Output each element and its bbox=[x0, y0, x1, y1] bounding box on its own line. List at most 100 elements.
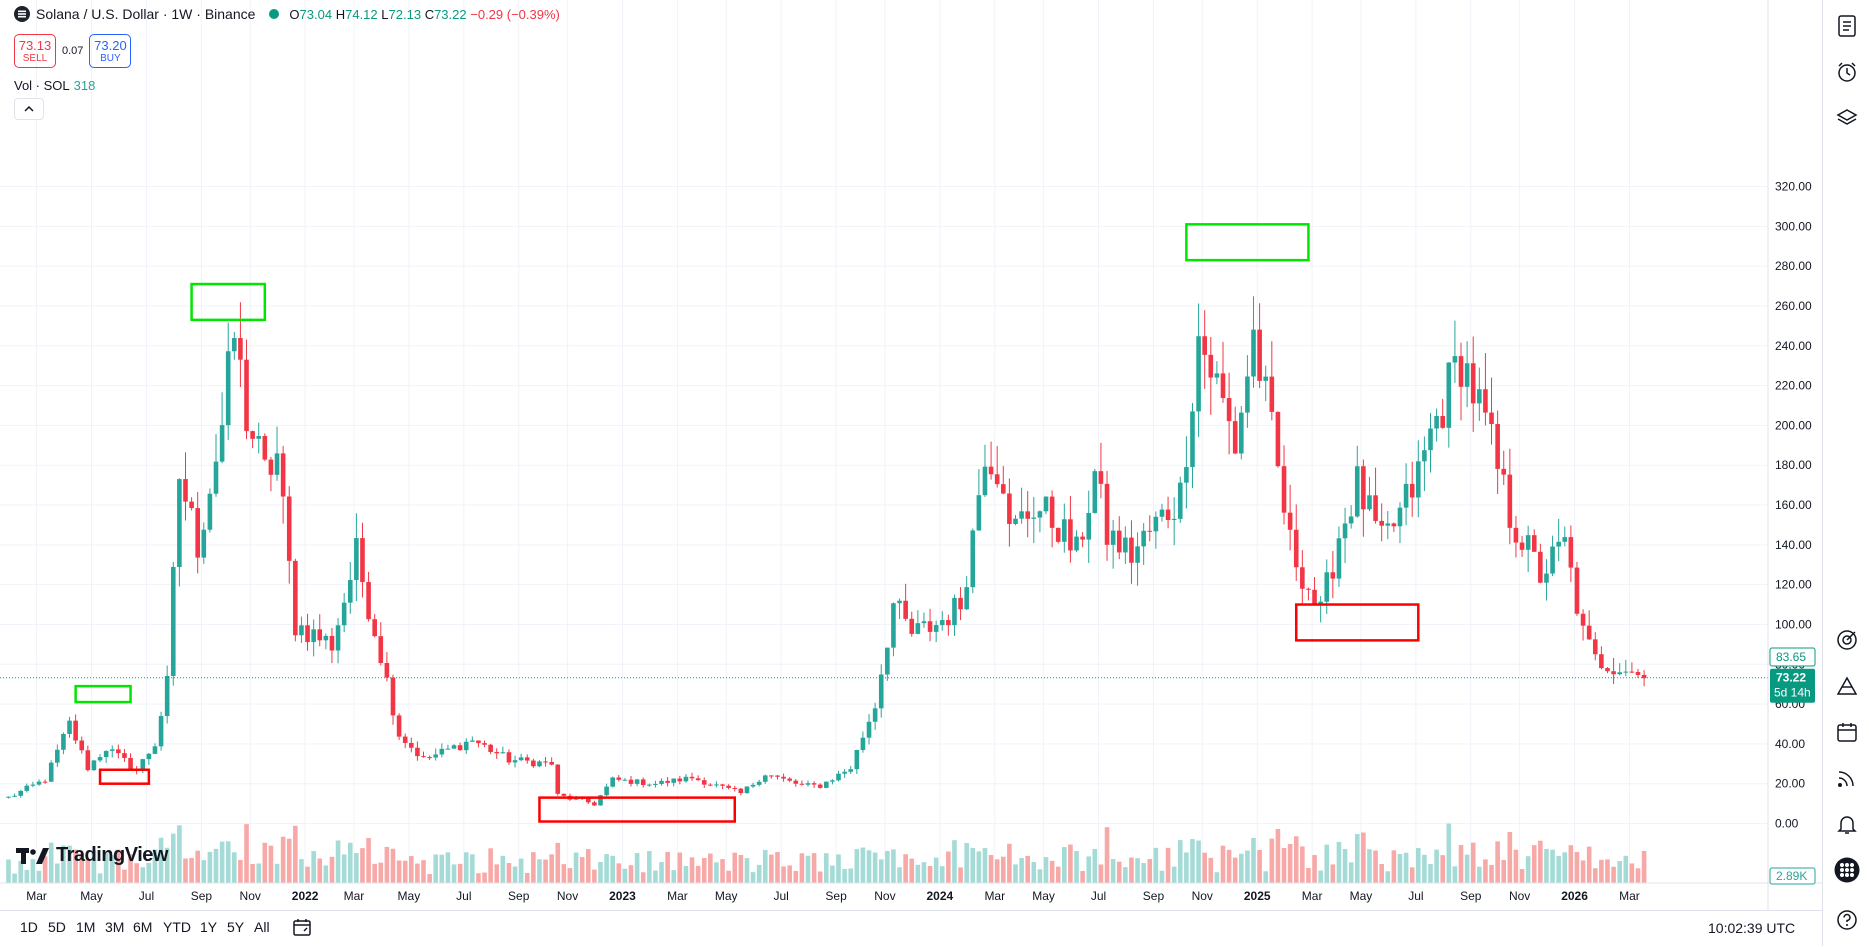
candle-body bbox=[1104, 483, 1110, 545]
range-5y-button[interactable]: 5Y bbox=[227, 919, 245, 935]
candle-body bbox=[128, 757, 133, 769]
watchlist-icon[interactable] bbox=[1833, 12, 1861, 40]
collapse-legend-button[interactable] bbox=[14, 98, 44, 120]
volume-legend[interactable]: Vol · SOL 318 bbox=[14, 78, 95, 93]
range-1d-button[interactable]: 1D bbox=[20, 919, 38, 935]
candle-body bbox=[1434, 416, 1439, 429]
candle-body bbox=[48, 762, 54, 782]
volume-bar bbox=[897, 867, 902, 883]
layers-icon[interactable] bbox=[1833, 104, 1861, 132]
volume-bar bbox=[396, 860, 402, 883]
volume-bar bbox=[311, 851, 316, 883]
candle-body bbox=[555, 764, 561, 794]
volume-bar bbox=[1287, 843, 1293, 883]
volume-bar bbox=[1342, 849, 1348, 883]
candle-body bbox=[360, 538, 365, 583]
volume-bar bbox=[329, 856, 335, 883]
buy-button[interactable]: 73.20 BUY bbox=[89, 34, 132, 68]
volume-bar bbox=[1452, 866, 1458, 883]
grid-apps-icon[interactable] bbox=[1833, 856, 1861, 884]
candle-body bbox=[347, 579, 353, 603]
volume-bar bbox=[1019, 858, 1024, 883]
alerts-clock-icon[interactable] bbox=[1833, 58, 1861, 86]
volume-bar bbox=[73, 849, 78, 883]
volume-bar bbox=[604, 854, 609, 883]
candle-body bbox=[805, 783, 811, 785]
volume-value: 318 bbox=[73, 78, 96, 93]
volume-bar bbox=[1379, 863, 1384, 883]
volume-bar bbox=[335, 840, 341, 883]
calendar-icon[interactable] bbox=[1833, 718, 1861, 746]
volume-bar bbox=[256, 863, 262, 883]
utc-clock[interactable]: 10:02:39 UTC bbox=[1708, 920, 1796, 936]
signal-icon[interactable] bbox=[1833, 764, 1861, 792]
volume-bar bbox=[561, 864, 567, 883]
range-1m-button[interactable]: 1M bbox=[76, 919, 96, 935]
volume-bar bbox=[1129, 857, 1134, 883]
price-tick-label: 140.00 bbox=[1775, 538, 1812, 552]
candle-body bbox=[1232, 421, 1238, 454]
volume-bar bbox=[1586, 846, 1592, 883]
volume-bar bbox=[1385, 871, 1391, 883]
volume-bar bbox=[1312, 855, 1317, 883]
range-3m-button[interactable]: 3M bbox=[105, 919, 125, 935]
volume-bar bbox=[585, 849, 591, 883]
close-value: 73.22 bbox=[434, 6, 467, 22]
tradingview-logo[interactable]: TradingView bbox=[16, 844, 168, 867]
candle-body bbox=[1428, 428, 1433, 451]
volume-bar bbox=[1580, 860, 1586, 883]
volume-bar bbox=[506, 863, 512, 883]
candle-body bbox=[769, 775, 774, 777]
candle-body bbox=[451, 745, 457, 749]
volume-bar bbox=[720, 859, 725, 883]
sell-button[interactable]: 73.13 SELL bbox=[14, 34, 56, 68]
range-ytd-button[interactable]: YTD bbox=[163, 919, 191, 935]
candle-body bbox=[885, 647, 890, 675]
volume-bar bbox=[445, 852, 451, 883]
bell-icon[interactable] bbox=[1833, 810, 1861, 838]
volume-bar bbox=[537, 859, 542, 883]
volume-bar bbox=[341, 854, 347, 883]
volume-bar bbox=[1361, 832, 1366, 883]
candle-body bbox=[256, 435, 262, 439]
range-1y-button[interactable]: 1Y bbox=[200, 919, 218, 935]
price-tick-label: 0.00 bbox=[1775, 817, 1799, 831]
volume-bar bbox=[1123, 867, 1128, 883]
candle-body bbox=[146, 753, 152, 760]
volume-bar bbox=[671, 870, 677, 883]
candle-body bbox=[1049, 496, 1055, 528]
volume-bar bbox=[42, 856, 48, 883]
volume-bar bbox=[1336, 841, 1342, 883]
range-all-button[interactable]: All bbox=[254, 919, 270, 935]
range-5d-button[interactable]: 5D bbox=[48, 919, 66, 935]
help-icon[interactable] bbox=[1833, 906, 1861, 934]
range-6m-button[interactable]: 6M bbox=[133, 919, 153, 935]
volume-bar bbox=[1293, 836, 1299, 883]
symbol-title[interactable]: Solana / U.S. Dollar · 1W · Binance bbox=[36, 6, 256, 22]
volume-bar bbox=[921, 862, 927, 883]
candle-body bbox=[390, 677, 396, 716]
volume-bar bbox=[482, 872, 487, 883]
volume-bar bbox=[1391, 850, 1397, 883]
time-tick-label: May bbox=[398, 889, 421, 903]
volume-bar bbox=[1599, 859, 1604, 883]
volume-bar bbox=[152, 849, 158, 883]
volume-bar bbox=[1507, 832, 1513, 883]
time-tick-label: Jul bbox=[1091, 889, 1106, 903]
candle-body bbox=[91, 760, 97, 771]
candle-body bbox=[1391, 523, 1397, 527]
candle-body bbox=[476, 740, 481, 744]
volume-bar bbox=[439, 854, 445, 883]
volume-bar bbox=[555, 842, 561, 883]
price-tick-label: 120.00 bbox=[1775, 578, 1812, 592]
goto-date-icon[interactable] bbox=[292, 917, 312, 942]
candle-body bbox=[939, 620, 945, 626]
volume-bar bbox=[421, 860, 426, 883]
volume-bar bbox=[1574, 851, 1580, 883]
volume-bar bbox=[982, 848, 988, 883]
volume-bar bbox=[97, 873, 103, 883]
pyramid-icon[interactable] bbox=[1833, 672, 1861, 700]
candle-body bbox=[378, 636, 384, 663]
price-chart[interactable]: 0.0020.0040.0060.0080.00100.00120.00140.… bbox=[0, 0, 1822, 910]
target-icon[interactable] bbox=[1833, 626, 1861, 654]
